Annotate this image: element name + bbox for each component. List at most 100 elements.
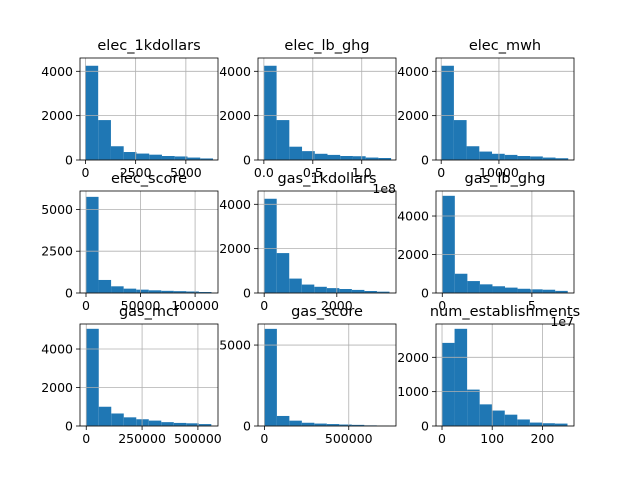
histogram-bar [123,288,137,293]
histogram-bar [161,156,175,160]
subplot-title: elec_mwh [469,38,541,54]
histogram-bar [148,420,162,426]
histogram-bar [98,406,112,426]
histogram-bar [351,424,365,426]
axes-frame [257,190,397,294]
histogram-bar [314,286,327,293]
subplot-gas-lb-ghg: 0 5 0 2000 4000 gas_lb_ghg 1e7 [397,171,575,329]
y-tick-label: 2000 [397,350,429,365]
histogram-bar [339,289,352,293]
histogram-bar [289,146,303,160]
histogram-bar [453,120,467,160]
x-tick-label: 200 [530,431,554,446]
y-tick-label: 4000 [397,64,429,79]
histogram-bar [136,419,149,426]
x-tick-label: 0 [81,165,89,180]
axes-frame [257,323,397,427]
histogram-bar [530,156,543,160]
subplot-title: num_establishments [430,304,580,320]
histogram-bar [467,389,480,426]
subplot-title: elec_score [111,171,187,187]
histogram-bar [441,65,454,160]
histogram-bar [161,422,174,426]
x-tick-label: 0.0 [254,165,274,180]
histogram-bar [86,328,99,426]
histogram-bar [454,328,468,426]
axes-frame [79,190,219,294]
y-tick-label: 5000 [219,338,251,353]
subplot-title: gas_mcf [119,304,180,320]
y-tick-label: 0 [65,286,73,301]
histogram-bar [555,158,569,160]
histogram-bar [492,286,505,293]
axes-frame [435,190,575,294]
x-tick-label: 10000 [479,165,519,180]
histogram-bar [276,120,290,160]
histogram-bar [479,284,493,293]
x-tick-label: 0 [438,431,446,446]
y-tick-label: 0 [65,419,73,434]
subplot-gas-mcf: 0 250000 500000 0 2000 4000 gas_mcf [41,304,222,446]
histogram-bar [276,253,290,293]
subplot-title: elec_1kdollars [97,38,200,54]
histogram-bar [86,196,99,293]
y-tick-label: 2000 [397,247,429,262]
histogram-bar [492,410,505,426]
histogram-bar [161,290,174,293]
x-tick-label: 0 [82,431,90,446]
histogram-bar [351,289,365,293]
histogram-bar [364,291,377,293]
subplot-elec-mwh: 0 10000 0 2000 4000 elec_mwh [397,38,575,180]
subplot-title: gas_lb_ghg [465,171,546,187]
axes-frame [435,57,575,161]
histogram-bar [442,195,455,293]
axes-frame [435,323,575,427]
histogram-bar [123,417,137,426]
histogram-bar [542,157,556,160]
histogram-bar [554,423,568,426]
histogram-bar [529,422,543,426]
y-tick-label: 2500 [41,244,73,259]
y-tick-label: 5000 [41,202,73,217]
y-tick-label: 1000 [397,384,429,399]
histogram-bar [376,291,390,293]
histogram-bar [111,286,124,293]
histogram-bar [263,65,277,160]
y-tick-label: 2000 [41,380,73,395]
histogram-bar [352,156,366,160]
histogram-bar [504,154,518,160]
y-tick-label: 0 [65,153,73,168]
histogram-bar [174,156,188,160]
x-offset-label: 1e7 [550,314,574,329]
x-tick-label: 50000 [121,298,161,313]
histogram-bar [187,157,201,160]
x-tick-label: 100 [480,431,504,446]
histogram-bar [301,284,315,293]
histogram-bar [149,154,162,160]
y-tick-label: 0 [243,153,251,168]
histogram-bar [442,342,455,426]
y-tick-label: 0 [421,286,429,301]
histogram-bar [542,289,556,293]
histogram-bar [542,423,555,426]
histogram-bar [173,291,187,293]
histogram-bar [467,281,480,293]
histogram-bar [326,424,340,426]
histogram-bar [198,292,212,293]
histogram-bar [314,423,327,426]
x-tick-label: 5000 [170,165,202,180]
x-tick-label: 0 [260,298,268,313]
y-tick-label: 0 [243,286,251,301]
subplot-gas-score: 0 500000 0 5000 gas_score [219,304,397,446]
y-tick-label: 2000 [219,241,251,256]
x-tick-label: 0 [260,431,268,446]
y-tick-label: 4000 [41,342,73,357]
x-tick-label: 100000 [171,298,219,313]
subplot-elec-lb-ghg: 0.0 0.5 1.0 0 2000 4000 elec_lb_ghg 1e8 [219,38,397,196]
histogram-bar [186,291,199,293]
histogram-bar [148,290,162,293]
histogram-bar [301,422,315,426]
axes-frame [79,323,219,427]
